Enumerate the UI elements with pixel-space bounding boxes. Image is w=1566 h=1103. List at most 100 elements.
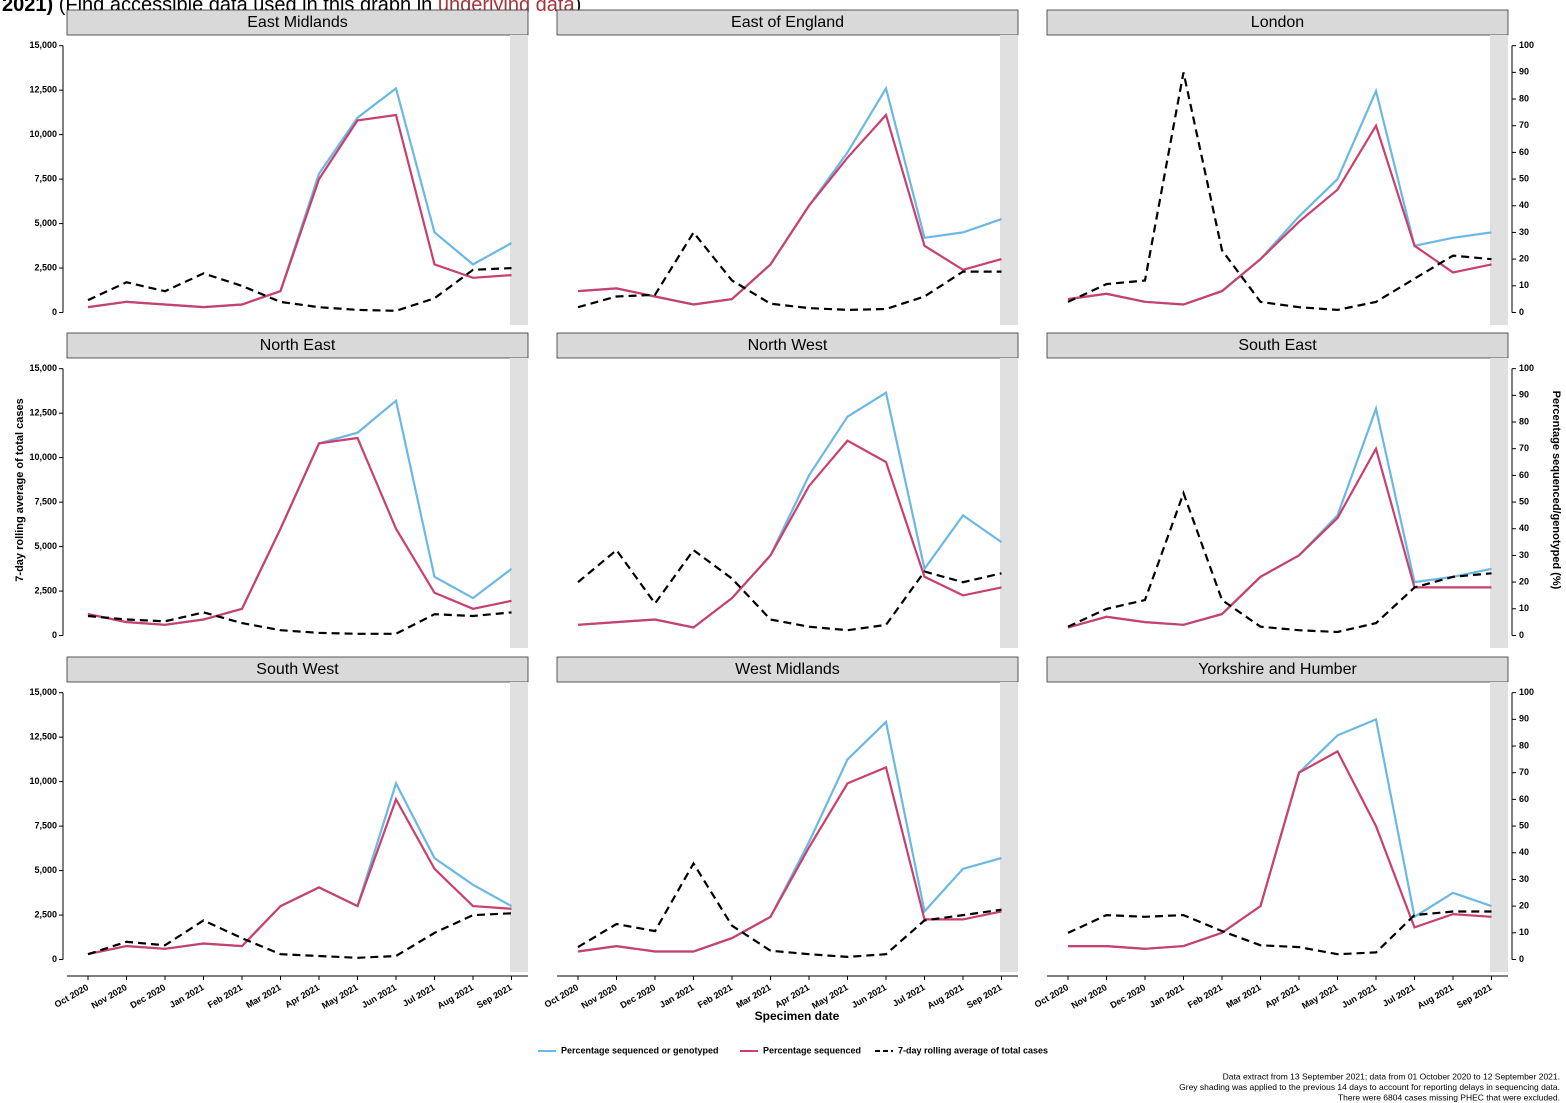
- y2-tick-label: 0: [1519, 630, 1524, 640]
- x-tick-label: Jan 2021: [168, 982, 206, 1010]
- panel-title: West Midlands: [735, 661, 840, 678]
- x-tick-label: Dec 2020: [1108, 982, 1147, 1010]
- x-tick-label: Oct 2020: [1033, 982, 1071, 1009]
- x-tick-label: Jan 2021: [1148, 982, 1186, 1010]
- y2-tick-label: 80: [1519, 740, 1529, 750]
- y-tick-label: 15,000: [29, 40, 57, 50]
- y2-tick-label: 80: [1519, 93, 1529, 103]
- y2-tick-label: 0: [1519, 307, 1524, 317]
- y2-tick-label: 100: [1519, 40, 1534, 50]
- strip: [556, 656, 1019, 683]
- y-tick-label: 15,000: [29, 687, 57, 697]
- strip: [1046, 656, 1509, 683]
- x-tick-label: Aug 2021: [926, 982, 966, 1011]
- x-tick-label: Feb 2021: [206, 982, 244, 1010]
- y-tick-label: 5,000: [34, 218, 57, 228]
- series-line: [577, 548, 1002, 632]
- y2-tick-label: 30: [1519, 874, 1529, 884]
- x-tick-label: May 2021: [810, 982, 850, 1011]
- y2-tick-label: 0: [1519, 954, 1524, 964]
- panel-title: East of England: [731, 14, 844, 31]
- y-tick-label: 10,000: [29, 129, 57, 139]
- series-line: [87, 86, 513, 309]
- y2-tick-label: 60: [1519, 470, 1529, 480]
- y2-tick-label: 10: [1519, 280, 1529, 290]
- y2-tick-label: 100: [1519, 687, 1534, 697]
- x-tick-label: Apr 2021: [283, 982, 321, 1010]
- x-tick-label: Feb 2021: [1186, 982, 1224, 1010]
- header-bold: 2021): [2, 0, 54, 16]
- y2-tick-label: 50: [1519, 173, 1529, 183]
- x-tick-label: Oct 2020: [53, 982, 91, 1009]
- y-tick-label: 0: [52, 954, 57, 964]
- y2-tick-label: 20: [1519, 253, 1529, 263]
- series-line: [87, 436, 512, 626]
- panel-title: Yorkshire and Humber: [1198, 661, 1357, 678]
- series-line: [577, 112, 1002, 306]
- y2-tick-label: 30: [1519, 227, 1529, 237]
- legend-label: 7-day rolling average of total cases: [898, 1045, 1048, 1055]
- note: Data extract from 13 September 2021; dat…: [1223, 1071, 1560, 1081]
- series-line: [1067, 87, 1492, 306]
- y2-tick-label: 30: [1519, 550, 1529, 560]
- x-tick-label: Feb 2021: [696, 982, 734, 1010]
- shading: [1000, 35, 1018, 325]
- x-tick-label: Jul 2021: [401, 982, 437, 1008]
- y-tick-label: 15,000: [29, 363, 57, 373]
- header-end: ): [574, 0, 582, 16]
- y2-tick-label: 50: [1519, 496, 1529, 506]
- y2-tick-label: 100: [1519, 363, 1534, 373]
- x-tick-label: Sep 2021: [475, 982, 514, 1010]
- y-tick-label: 2,500: [34, 909, 57, 919]
- y-tick-label: 0: [52, 307, 57, 317]
- series-line: [577, 439, 1002, 629]
- y2-tick-label: 10: [1519, 927, 1529, 937]
- series-line: [1067, 489, 1492, 634]
- panel-title: North East: [260, 337, 336, 354]
- y2-tick-label: 40: [1519, 523, 1529, 533]
- legend-label: Percentage sequenced: [763, 1045, 861, 1055]
- series-line: [577, 85, 1002, 306]
- x-tick-label: Jan 2021: [658, 982, 696, 1010]
- strip: [66, 656, 529, 683]
- panel-title: North West: [748, 337, 828, 354]
- y-tick-label: 10,000: [29, 452, 57, 462]
- y2-tick-label: 60: [1519, 794, 1529, 804]
- y-tick-label: 2,500: [34, 585, 57, 595]
- x-tick-label: Sep 2021: [965, 982, 1004, 1010]
- legend-label: Percentage sequenced or genotyped: [561, 1045, 719, 1055]
- y-tick-label: 12,500: [29, 85, 57, 95]
- x-tick-label: Jun 2021: [1340, 982, 1378, 1010]
- x-tick-label: May 2021: [320, 982, 360, 1011]
- x-tick-label: Nov 2020: [579, 982, 618, 1010]
- note: There were 6804 cases missing PHEC that …: [1338, 1092, 1560, 1102]
- y2-tick-label: 40: [1519, 847, 1529, 857]
- y-tick-label: 2,500: [34, 262, 57, 272]
- x-tick-label: Mar 2021: [734, 982, 772, 1010]
- y2-tick-label: 80: [1519, 416, 1529, 426]
- y2-tick-label: 20: [1519, 900, 1529, 910]
- x-tick-label: Nov 2020: [89, 982, 128, 1010]
- series-line: [577, 230, 1002, 312]
- shading: [510, 35, 528, 325]
- y-tick-label: 7,500: [34, 820, 57, 830]
- strip: [66, 9, 529, 36]
- series-line: [1067, 445, 1492, 629]
- series-line: [1067, 404, 1492, 629]
- x-tick-label: Mar 2021: [1224, 982, 1262, 1010]
- series-line: [87, 796, 512, 956]
- x-tick-label: Apr 2021: [773, 982, 811, 1010]
- x-tick-label: Jun 2021: [360, 982, 398, 1010]
- y2-tick-label: 90: [1519, 67, 1529, 77]
- strip: [556, 332, 1019, 359]
- y-tick-label: 0: [52, 630, 57, 640]
- panel-title: South West: [256, 661, 339, 678]
- strip: [556, 9, 1019, 36]
- series-line: [87, 780, 513, 956]
- x-tick-label: Sep 2021: [1455, 982, 1494, 1010]
- y2-tick-label: 10: [1519, 603, 1529, 613]
- x-tick-label: Mar 2021: [244, 982, 282, 1010]
- shading: [1490, 35, 1508, 325]
